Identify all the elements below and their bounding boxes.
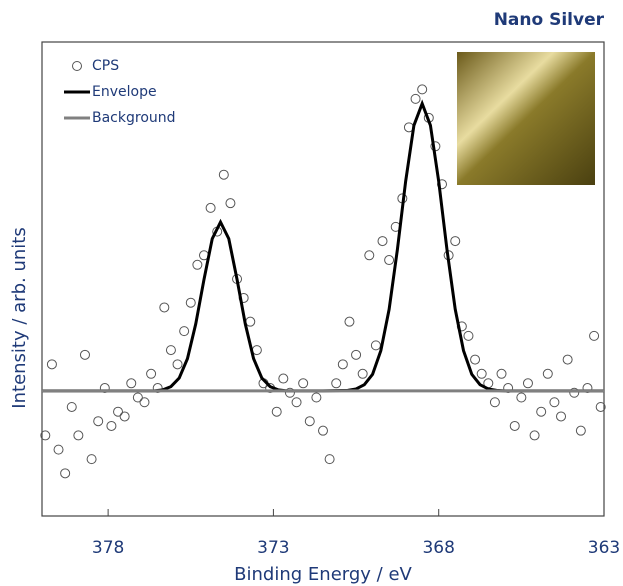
legend-marker — [72, 61, 82, 71]
data-point — [562, 354, 573, 365]
data-point — [298, 378, 309, 389]
data-point — [357, 368, 368, 379]
data-point — [589, 330, 600, 341]
data-point — [73, 430, 84, 441]
data-point — [569, 387, 580, 398]
x-tick-label: 378 — [92, 538, 124, 558]
data-point — [152, 383, 163, 394]
data-point — [337, 359, 348, 370]
x-axis-label: Binding Energy / eV — [234, 564, 412, 585]
data-point — [66, 401, 77, 412]
data-point — [377, 236, 388, 247]
x-tick-label: 363 — [588, 538, 620, 558]
data-point — [139, 397, 150, 408]
data-point — [476, 368, 487, 379]
data-point — [271, 406, 282, 417]
data-point — [410, 93, 421, 104]
data-point — [304, 416, 315, 427]
data-point — [311, 392, 322, 403]
data-point — [46, 359, 57, 370]
data-point — [205, 202, 216, 213]
data-point — [595, 401, 606, 412]
x-tick-label: 373 — [257, 538, 289, 558]
data-point — [40, 430, 51, 441]
data-point — [159, 302, 170, 313]
data-point — [113, 406, 124, 417]
data-point — [516, 392, 527, 403]
x-tick-label: 368 — [422, 538, 454, 558]
data-point — [529, 430, 540, 441]
data-point — [179, 326, 190, 337]
data-point — [470, 354, 481, 365]
data-point — [318, 425, 328, 436]
data-point — [106, 420, 117, 431]
data-point — [542, 368, 553, 379]
y-axis-label: Intensity / arb. units — [9, 227, 30, 408]
data-point — [463, 330, 474, 341]
data-point — [351, 349, 362, 360]
plot-frame — [41, 41, 605, 517]
data-point — [549, 397, 560, 408]
data-point — [364, 250, 375, 261]
data-point — [99, 383, 110, 394]
data-point — [284, 387, 295, 398]
data-point — [278, 373, 289, 384]
data-point — [324, 454, 335, 465]
data-point — [245, 316, 256, 327]
data-point — [556, 411, 567, 422]
data-point — [522, 378, 533, 389]
data-point — [165, 345, 176, 356]
data-point — [225, 198, 236, 209]
data-point — [185, 297, 196, 308]
data-point — [79, 349, 90, 360]
data-point — [331, 378, 342, 389]
data-point — [536, 406, 547, 417]
data-point — [132, 392, 143, 403]
data-point — [172, 359, 183, 370]
data-point — [496, 368, 507, 379]
data-point — [450, 236, 461, 247]
data-point — [291, 397, 302, 408]
legend-label: Envelope — [92, 84, 157, 100]
data-point — [509, 420, 520, 431]
data-point — [575, 425, 586, 436]
data-point — [126, 378, 137, 389]
data-point — [93, 416, 104, 427]
data-point — [146, 368, 157, 379]
data-point — [218, 169, 229, 180]
legend-label: Background — [92, 110, 176, 126]
data-point — [53, 444, 64, 455]
data-point — [503, 383, 514, 394]
data-point — [192, 259, 203, 270]
data-point — [489, 397, 500, 408]
data-point — [384, 255, 395, 266]
data-point — [344, 316, 355, 327]
chart-title: Nano Silver — [494, 10, 605, 30]
data-point — [119, 411, 130, 422]
data-point — [60, 468, 71, 479]
data-point — [437, 179, 448, 190]
legend-label: CPS — [92, 58, 119, 74]
data-point — [370, 340, 381, 351]
inset-photo — [457, 52, 595, 185]
data-point — [86, 454, 97, 465]
data-point — [582, 383, 593, 394]
data-point — [417, 84, 428, 95]
